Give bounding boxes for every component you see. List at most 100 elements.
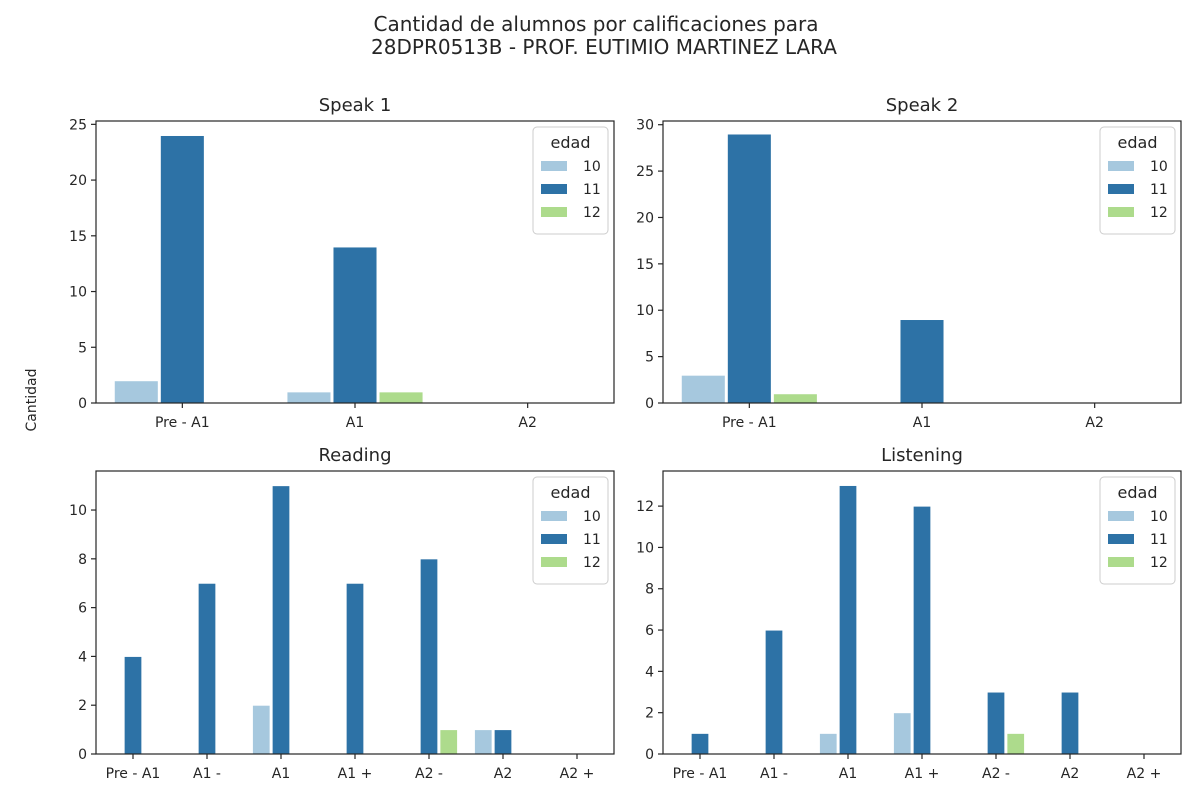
- legend-label-10: 10: [1150, 159, 1168, 175]
- legend-label-10: 10: [583, 509, 601, 525]
- legend-swatch-10: [541, 511, 567, 521]
- y-tick-label: 10: [636, 540, 654, 556]
- subplot-title: Reading: [318, 445, 391, 466]
- bar-12-4: [1006, 732, 1026, 755]
- legend-swatch-11: [541, 184, 567, 194]
- legend-swatch-12: [541, 557, 567, 567]
- y-tick-label: 15: [69, 229, 87, 245]
- x-tick-label: A2 -: [982, 766, 1010, 782]
- bar-10-0: [113, 380, 159, 404]
- bar-11-0: [726, 133, 772, 404]
- legend-label-12: 12: [1150, 205, 1168, 221]
- bar-11-4: [419, 558, 439, 755]
- y-tick-label: 4: [645, 664, 654, 680]
- legend-swatch-11: [1108, 534, 1134, 544]
- y-tick-label: 20: [636, 210, 654, 226]
- bar-11-1: [764, 629, 784, 755]
- y-tick-label: 10: [69, 503, 87, 519]
- x-tick-label: A2 -: [415, 766, 443, 782]
- x-tick-label: A1 +: [905, 766, 940, 782]
- bar-10-2: [818, 732, 838, 755]
- bar-11-1: [197, 582, 217, 755]
- bar-11-3: [912, 505, 932, 755]
- bar-12-1: [378, 391, 424, 404]
- y-tick-label: 8: [78, 552, 87, 568]
- y-tick-label: 4: [78, 649, 87, 665]
- legend-label-11: 11: [1150, 182, 1168, 198]
- bar-11-1: [332, 246, 378, 404]
- legend-label-12: 12: [1150, 555, 1168, 571]
- figure-title-line-2: 28DPR0513B - PROF. EUTIMIO MARTINEZ LARA: [371, 35, 837, 59]
- legend: edad 10 11 12: [1099, 126, 1176, 235]
- y-tick-label: 10: [69, 285, 87, 301]
- bar-12-0: [772, 393, 818, 404]
- y-tick-label: 6: [78, 601, 87, 617]
- y-tick-label: 2: [78, 698, 87, 714]
- x-tick-label: A1: [272, 766, 290, 782]
- x-tick-label: A1: [839, 766, 857, 782]
- subplot-title: Speak 1: [319, 95, 392, 116]
- x-tick-label: A2: [518, 415, 536, 431]
- legend-label-10: 10: [1150, 509, 1168, 525]
- x-tick-label: A2: [494, 766, 512, 782]
- bar-10-1: [286, 391, 332, 404]
- bar-11-5: [493, 729, 513, 755]
- legend-swatch-12: [1108, 207, 1134, 217]
- legend-label-11: 11: [1150, 532, 1168, 548]
- x-tick-label: A1: [346, 415, 364, 431]
- bar-11-2: [271, 485, 291, 755]
- legend-swatch-10: [1108, 161, 1134, 171]
- legend-swatch-11: [541, 534, 567, 544]
- x-tick-label: A1 +: [338, 766, 373, 782]
- subplot-title: Speak 2: [886, 95, 959, 116]
- subplot-3: Reading 0 2 4 6 8 10 Pre - A1 A1 - A1 A1 + A2 - A2 A2…: [69, 445, 615, 782]
- y-tick-label: 5: [78, 340, 87, 356]
- bar-10-3: [892, 712, 912, 755]
- y-tick-label: 0: [78, 747, 87, 763]
- subplot-1: Speak 1 0 5 10 15 20 25 Pre - A1 A1 A2 edad 10 11 12: [69, 95, 615, 431]
- y-tick-label: 5: [645, 350, 654, 366]
- x-tick-label: A2: [1085, 415, 1103, 431]
- subplot-title: Listening: [881, 445, 963, 466]
- y-tick-label: 25: [636, 164, 654, 180]
- y-tick-label: 2: [645, 706, 654, 722]
- legend: edad 10 11 12: [532, 476, 609, 585]
- y-tick-label: 20: [69, 173, 87, 189]
- y-tick-label: 0: [645, 396, 654, 412]
- subplot-2: Speak 2 0 5 10 15 20 25 30 Pre - A1 A1 A2 edad 10 11 1…: [636, 95, 1182, 431]
- y-tick-label: 12: [636, 499, 654, 515]
- x-tick-label: A2 +: [1127, 766, 1162, 782]
- legend-title: edad: [1118, 483, 1158, 502]
- legend-label-12: 12: [583, 205, 601, 221]
- y-tick-label: 30: [636, 118, 654, 134]
- legend: edad 10 11 12: [1099, 476, 1176, 585]
- bar-10-5: [473, 729, 493, 755]
- bar-11-1: [899, 319, 945, 404]
- legend: edad 10 11 12: [532, 126, 609, 235]
- x-tick-label: A1 -: [760, 766, 788, 782]
- bar-11-0: [159, 134, 205, 404]
- legend-swatch-12: [1108, 557, 1134, 567]
- y-tick-label: 8: [645, 582, 654, 598]
- y-tick-label: 6: [645, 623, 654, 639]
- bar-10-2: [251, 704, 271, 755]
- bar-11-0: [123, 655, 143, 755]
- legend-swatch-10: [1108, 511, 1134, 521]
- legend-title: edad: [551, 133, 591, 152]
- x-tick-label: A2 +: [560, 766, 595, 782]
- bar-10-0: [680, 374, 726, 404]
- bar-11-3: [345, 582, 365, 755]
- shared-y-axis-label: Cantidad: [24, 369, 40, 432]
- y-tick-label: 15: [636, 257, 654, 273]
- bar-11-4: [986, 691, 1006, 755]
- x-tick-label: Pre - A1: [106, 766, 161, 782]
- legend-title: edad: [551, 483, 591, 502]
- x-tick-label: Pre - A1: [722, 415, 777, 431]
- x-tick-label: Pre - A1: [673, 766, 728, 782]
- legend-label-11: 11: [583, 532, 601, 548]
- x-tick-label: A2: [1061, 766, 1079, 782]
- y-tick-label: 0: [78, 396, 87, 412]
- bar-12-4: [439, 729, 459, 755]
